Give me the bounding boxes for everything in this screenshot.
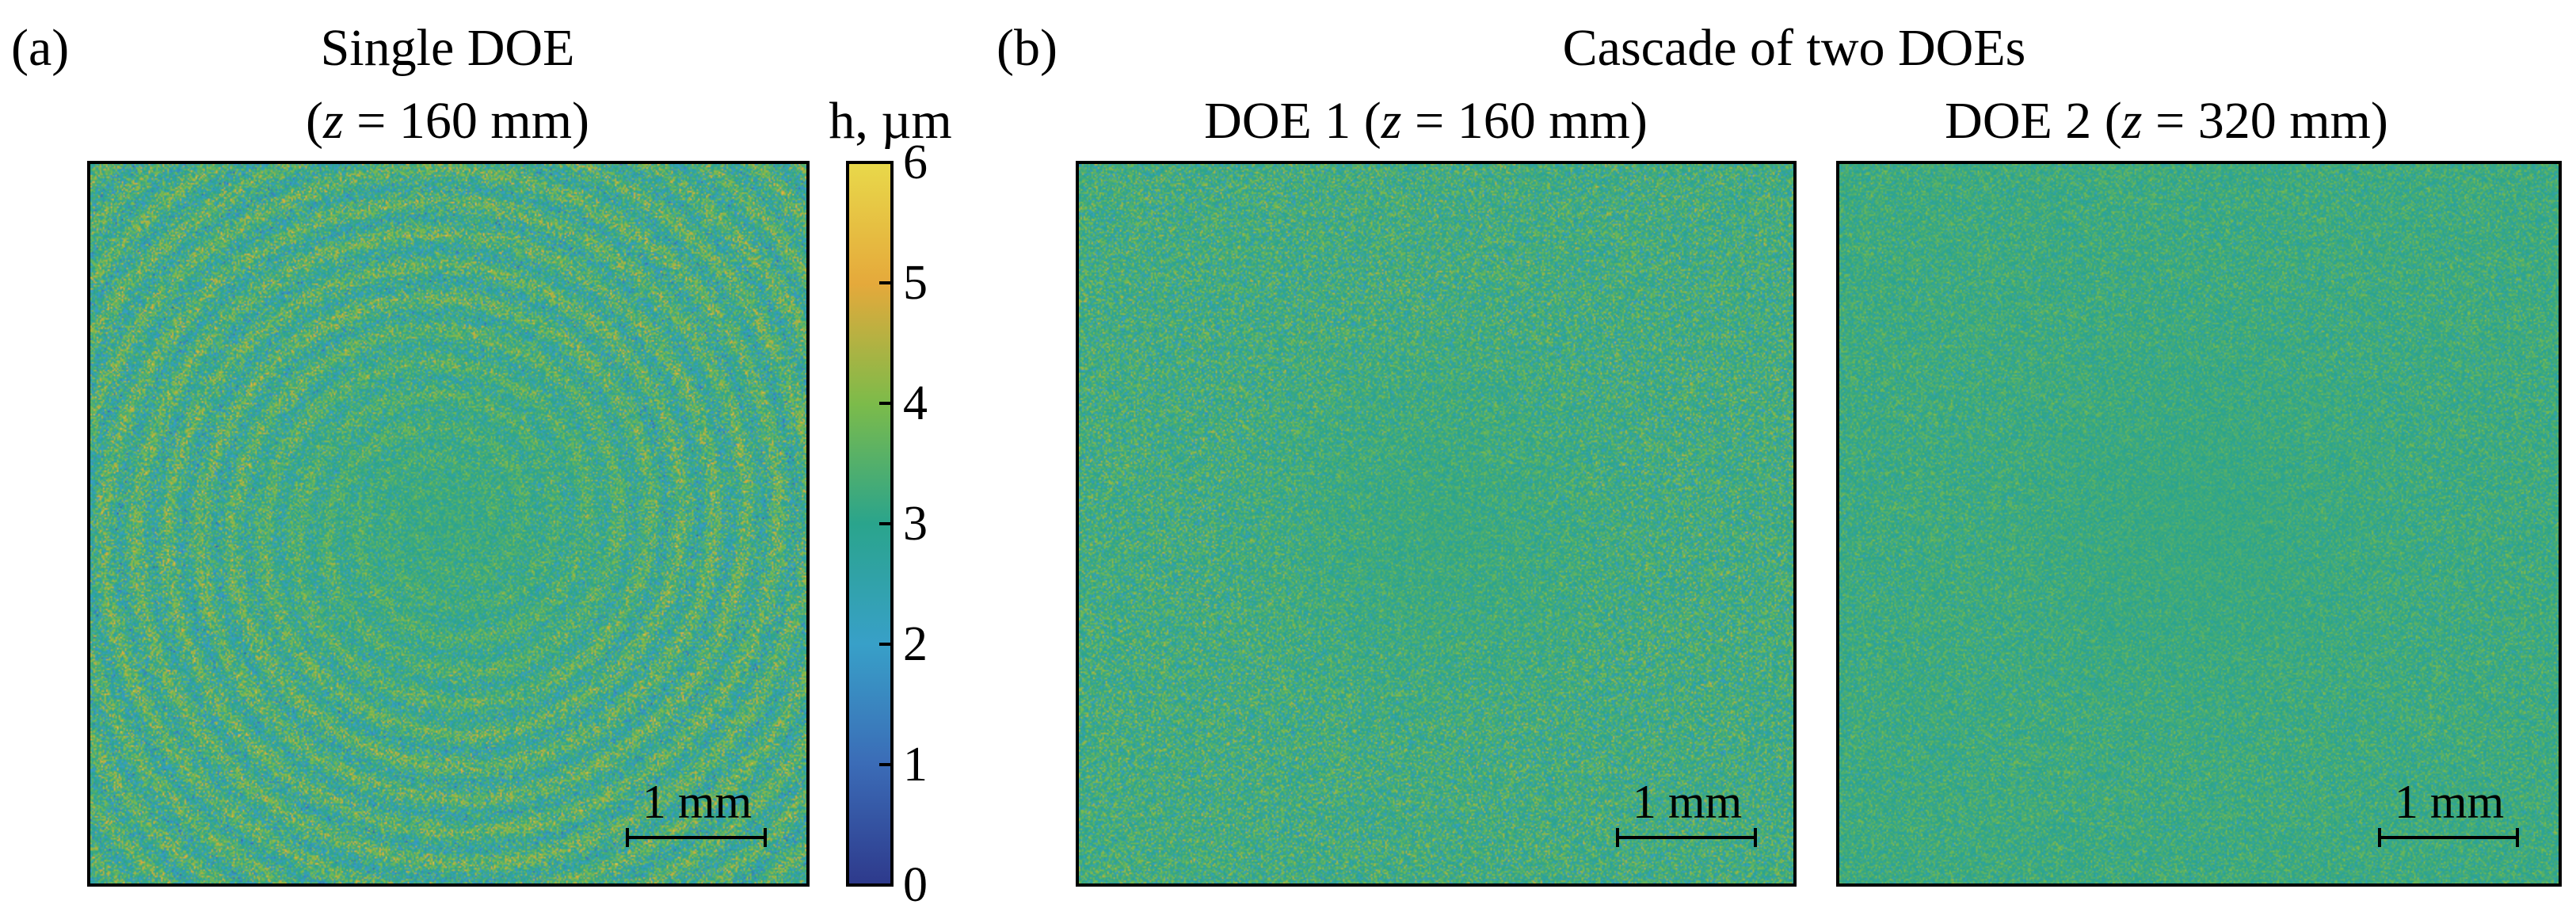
doe2-title: DOE 2 (z = 320 mm) bbox=[1945, 95, 2388, 147]
colorbar-tick-label: 1 bbox=[903, 738, 928, 792]
colorbar-tick-mark bbox=[879, 281, 890, 284]
colorbar-tick-label: 4 bbox=[903, 376, 928, 430]
colorbar-tick-label: 0 bbox=[903, 858, 928, 912]
scalebar-doe1 bbox=[1616, 828, 1757, 847]
colorbar-tick-label: 5 bbox=[903, 256, 928, 310]
z-variable: z bbox=[322, 92, 344, 150]
scalebar-doe2 bbox=[2378, 828, 2519, 847]
colorbar-tick-label: 6 bbox=[903, 135, 928, 189]
panel-b-title: Cascade of two DOEs bbox=[1562, 19, 2026, 77]
colorbar-tick-mark bbox=[879, 161, 890, 164]
panel-a-label: (a) bbox=[11, 19, 70, 77]
panel-a-height-map bbox=[87, 161, 810, 887]
doe1-title: DOE 1 (z = 160 mm) bbox=[1204, 95, 1648, 147]
doe1-title-prefix: DOE 1 ( bbox=[1204, 92, 1381, 150]
colorbar-tick-mark bbox=[879, 883, 890, 887]
z-variable: z bbox=[1381, 92, 1402, 150]
doe2-title-prefix: DOE 2 ( bbox=[1945, 92, 2122, 150]
colorbar-tick-mark bbox=[879, 643, 890, 646]
height-map-canvas-a bbox=[90, 164, 806, 883]
panel-a-subtitle: (z = 160 mm) bbox=[306, 95, 589, 147]
panel-a-title: Single DOE bbox=[320, 19, 575, 77]
height-map-canvas-doe2 bbox=[1839, 164, 2559, 883]
colorbar-tick-mark bbox=[879, 522, 890, 525]
z-variable: z bbox=[2121, 92, 2143, 150]
scalebar-label-doe1: 1 mm bbox=[1632, 776, 1743, 828]
scalebar-label-a: 1 mm bbox=[642, 776, 753, 828]
doe1-height-map bbox=[1076, 161, 1797, 887]
doe2-z-value: = 320 mm) bbox=[2142, 92, 2388, 150]
colorbar-title: h, µm bbox=[829, 92, 952, 150]
colorbar-tick-mark bbox=[879, 763, 890, 766]
colorbar-tick-label: 3 bbox=[903, 497, 928, 551]
paren-open: ( bbox=[305, 92, 323, 150]
scalebar-a bbox=[626, 828, 767, 847]
z-value: = 160 mm bbox=[343, 92, 573, 150]
colorbar-tick-label: 2 bbox=[903, 617, 928, 671]
scalebar-label-doe2: 1 mm bbox=[2394, 776, 2505, 828]
colorbar-tick-mark bbox=[879, 402, 890, 405]
paren-close: ) bbox=[572, 92, 590, 150]
height-map-canvas-doe1 bbox=[1079, 164, 1793, 883]
doe2-height-map bbox=[1836, 161, 2562, 887]
doe1-z-value: = 160 mm) bbox=[1401, 92, 1648, 150]
panel-b-label: (b) bbox=[996, 19, 1057, 77]
